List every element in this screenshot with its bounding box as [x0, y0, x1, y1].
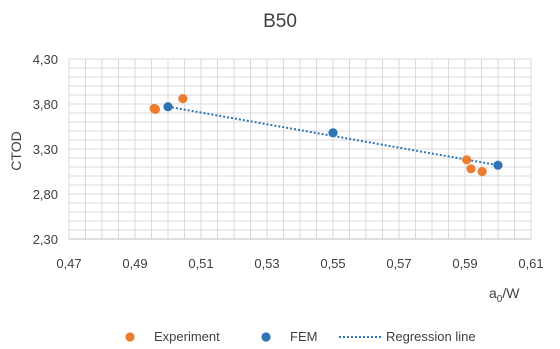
experiment-point — [178, 94, 188, 104]
y-tick-label: 2,80 — [33, 187, 58, 202]
fem-point — [328, 128, 338, 138]
x-tick-label: 0,53 — [254, 256, 279, 271]
y-tick-label: 3,30 — [33, 142, 58, 157]
data-points — [149, 94, 503, 177]
x-tick-label: 0,51 — [188, 256, 213, 271]
fem-point — [163, 102, 173, 112]
x-tick-label: 0,55 — [320, 256, 345, 271]
x-tick-label: 0,59 — [452, 256, 477, 271]
legend-label-experiment: Experiment — [154, 329, 220, 344]
legend-marker-experiment — [125, 332, 135, 342]
x-tick-label: 0,49 — [122, 256, 147, 271]
x-tick-label: 0,47 — [56, 256, 81, 271]
legend-marker-fem — [261, 332, 271, 342]
y-tick-label: 3,80 — [33, 97, 58, 112]
y-tick-labels: 2,30 2,80 3,30 3,80 4,30 — [33, 52, 58, 247]
x-axis-label: a0/W — [489, 285, 520, 305]
y-axis-label: CTOD — [8, 131, 24, 170]
legend-label-regression-line: Regression line — [386, 329, 476, 344]
grid — [68, 58, 532, 240]
y-tick-label: 2,30 — [33, 232, 58, 247]
y-tick-label: 4,30 — [33, 52, 58, 67]
x-axis-label-suffix: /W — [502, 285, 520, 301]
experiment-point — [466, 164, 476, 174]
x-tick-label: 0,57 — [386, 256, 411, 271]
legend-label-fem: FEM — [290, 329, 317, 344]
experiment-point — [477, 166, 487, 177]
fem-point — [493, 160, 503, 170]
x-tick-labels: 0,47 0,49 0,51 0,53 0,55 0,57 0,59 0,61 — [56, 256, 543, 271]
legend: Experiment FEM Regression line — [125, 329, 476, 344]
x-tick-label: 0,61 — [518, 256, 543, 271]
experiment-point — [462, 155, 472, 165]
chart-title: B50 — [263, 11, 297, 32]
x-axis-label-main: a — [489, 285, 497, 301]
x-axis-label-subscript: 0 — [497, 294, 503, 305]
experiment-point — [150, 104, 161, 114]
